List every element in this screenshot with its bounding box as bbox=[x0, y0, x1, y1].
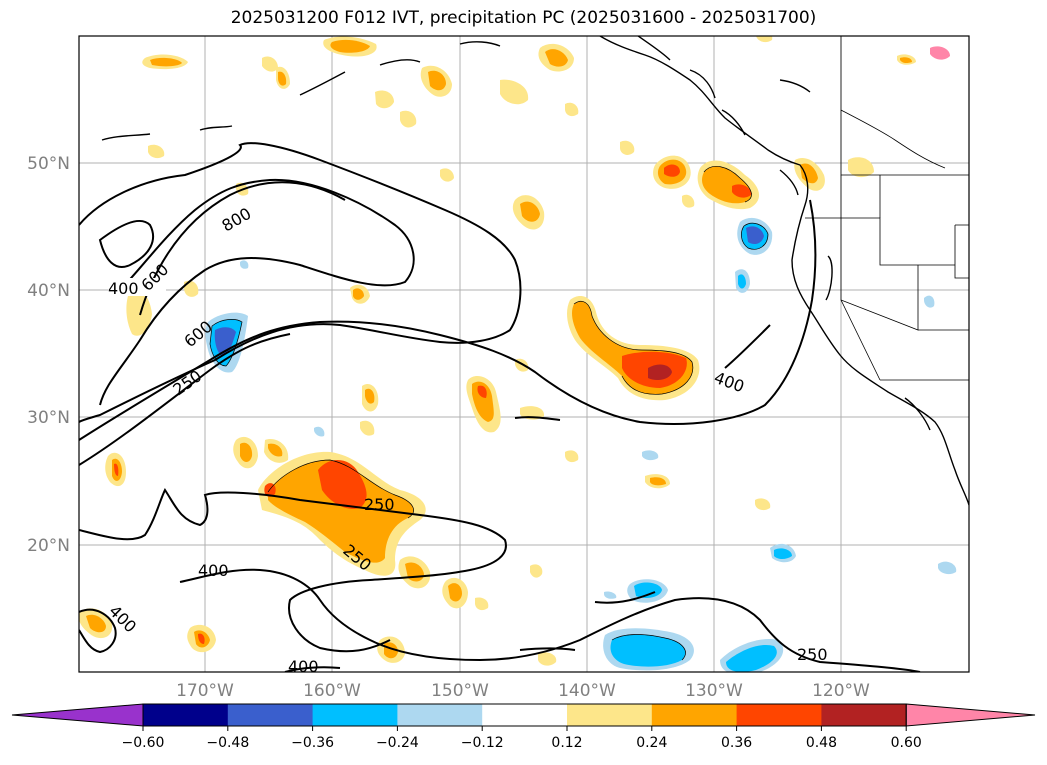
colorbar-tick-label: 0.12 bbox=[551, 735, 582, 751]
lat-label: 30°N bbox=[27, 408, 70, 428]
coastlines bbox=[101, 36, 969, 506]
contour-label: 400 bbox=[288, 657, 319, 676]
lon-label: 170°W bbox=[176, 681, 234, 701]
colorbar-outline bbox=[142, 703, 907, 727]
colorbar-swatch bbox=[143, 704, 229, 726]
lat-label: 40°N bbox=[27, 281, 70, 301]
lat-label: 50°N bbox=[27, 154, 70, 174]
colorbar-swatch bbox=[651, 704, 738, 726]
colorbar-tick-label: 0.48 bbox=[806, 735, 837, 751]
colorbar-tick-label: −0.12 bbox=[461, 735, 504, 751]
lon-label: 140°W bbox=[558, 681, 616, 701]
contour-label: 400 bbox=[198, 561, 229, 580]
colorbar-tick-label: −0.24 bbox=[376, 735, 419, 751]
map-title: 2025031200 F012 IVT, precipitation PC (2… bbox=[230, 8, 817, 28]
colorbar-tick-label: −0.48 bbox=[206, 735, 249, 751]
contour-label: 250 bbox=[797, 645, 828, 664]
colorbar-tick-label: −0.36 bbox=[291, 735, 334, 751]
colorbar-swatch bbox=[312, 704, 398, 726]
longitude-labels: 170°W 160°W 150°W 140°W 130°W 120°W bbox=[176, 681, 870, 701]
plot-frame bbox=[78, 35, 970, 673]
contour-label: 400 bbox=[108, 279, 139, 298]
colorbar-tick-label: −0.60 bbox=[122, 735, 165, 751]
colorbar-swatch bbox=[482, 704, 568, 726]
lat-label: 20°N bbox=[27, 536, 70, 556]
colorbar-swatch bbox=[227, 704, 314, 726]
colorbar-tick-label: 0.24 bbox=[636, 735, 667, 751]
colorbar-swatch bbox=[397, 704, 483, 726]
colorbar-swatch bbox=[821, 704, 907, 726]
ivt-contours bbox=[79, 142, 921, 672]
lon-label: 120°W bbox=[812, 681, 870, 701]
colorbar: −0.60 −0.48 −0.36 −0.24 −0.12 0.12 0.24 0.36 0.4… bbox=[11, 703, 1036, 751]
colorbar-extend-low bbox=[11, 703, 144, 727]
colorbar-extend-high bbox=[905, 703, 1036, 727]
positive-anomaly-shading bbox=[79, 36, 950, 666]
colorbar-swatch bbox=[567, 704, 653, 726]
contour-label: 250 bbox=[364, 495, 395, 514]
political-boundaries bbox=[805, 36, 969, 381]
anomaly-outlines bbox=[209, 165, 769, 661]
lon-label: 150°W bbox=[431, 681, 489, 701]
lon-label: 130°W bbox=[685, 681, 743, 701]
lon-label: 160°W bbox=[303, 681, 361, 701]
colorbar-tick-label: 0.36 bbox=[721, 735, 752, 751]
colorbar-tick-label: 0.60 bbox=[891, 735, 922, 751]
colorbar-swatch bbox=[736, 704, 822, 726]
latitude-labels: 50°N 40°N 30°N 20°N bbox=[27, 154, 70, 556]
